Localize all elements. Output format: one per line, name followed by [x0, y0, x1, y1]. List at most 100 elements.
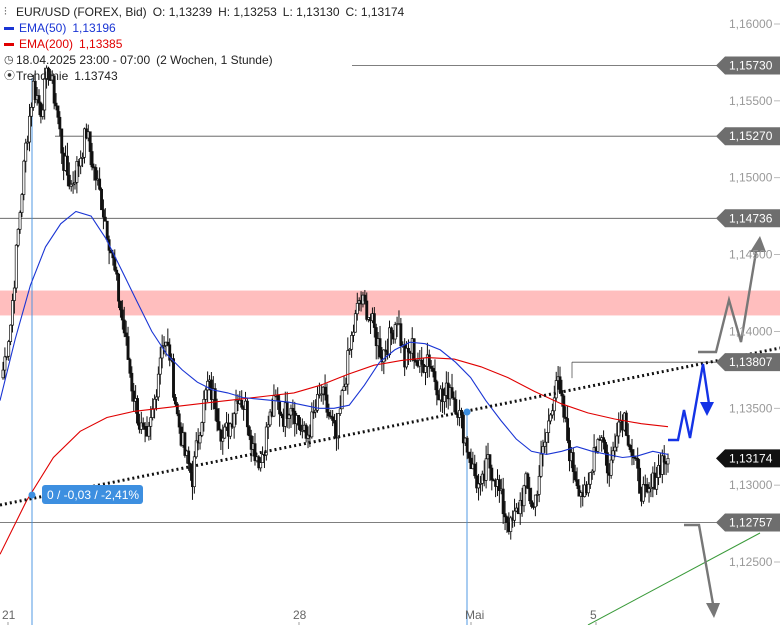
legend-period-row: ◷ 18.04.2025 23:00 - 07:00 (2 Wochen, 1 …: [4, 52, 404, 68]
candle-up: [221, 437, 225, 442]
candle-up: [424, 366, 427, 373]
period-span: (2 Wochen, 1 Stunde): [156, 53, 273, 67]
candle-down: [374, 327, 378, 347]
chart-legend: ⫶ EUR/USD (FOREX, Bid) O: 1,13239 H: 1,1…: [4, 4, 404, 84]
candle-down: [88, 131, 92, 152]
candle-down: [105, 220, 109, 241]
candle-down: [297, 415, 301, 426]
candlestick-series: [1, 65, 670, 540]
candle-down: [47, 67, 50, 80]
candle-down: [431, 368, 435, 372]
candle-up: [405, 347, 408, 368]
candle-down: [98, 178, 102, 190]
candle-up: [549, 414, 552, 422]
candle-down: [420, 359, 424, 365]
candle-up: [533, 494, 537, 508]
candle-up: [22, 160, 26, 195]
level-price-label: 1,15270: [729, 129, 773, 143]
candle-up: [336, 413, 340, 439]
candle-up: [81, 156, 85, 159]
candle-up: [156, 373, 160, 398]
candle-down: [602, 437, 606, 443]
measure-point-end[interactable]: [463, 408, 471, 416]
level-price-label-box[interactable]: [716, 56, 780, 75]
ema200-line: [0, 357, 669, 555]
level-price-label: 1,12757: [729, 515, 773, 529]
candle-down: [213, 388, 217, 410]
candle-up: [155, 396, 158, 400]
candle-up: [264, 426, 268, 456]
candle-up: [69, 183, 73, 187]
price-tick-label: 1,13500: [729, 401, 773, 415]
candle-down: [58, 116, 62, 130]
price-tick-label: 1,15500: [729, 94, 773, 108]
candle-up: [592, 447, 596, 472]
candle-down: [37, 95, 41, 104]
price-tick-label: 1,12500: [729, 555, 773, 569]
candle-down: [175, 403, 179, 415]
projection-gray-down-path: [684, 523, 715, 605]
candle-down: [247, 426, 251, 437]
candle-up: [647, 488, 651, 493]
candle-up: [543, 441, 547, 447]
candle-down: [575, 479, 579, 487]
candle-down: [560, 390, 564, 397]
level-price-label: 1,14736: [729, 211, 773, 225]
candle-down: [285, 402, 289, 419]
ema50-value: 1,13196: [72, 21, 116, 35]
current-price-label-box[interactable]: [716, 449, 780, 468]
price-tick-label: 1,16000: [729, 17, 773, 31]
candle-down: [365, 300, 369, 320]
candle-down: [132, 390, 136, 402]
candle-down: [183, 432, 187, 456]
candle-down: [327, 411, 331, 417]
candle-up: [79, 157, 83, 167]
support-trendline-green: [587, 532, 761, 625]
candle-up: [202, 399, 206, 423]
candle-down: [333, 420, 337, 424]
candle-down: [604, 441, 607, 454]
legend-trend-row: ⦿ Trendlinie 1.13743: [4, 68, 404, 84]
candle-down: [130, 372, 134, 392]
candle-down: [624, 412, 628, 436]
candle-down: [52, 75, 56, 104]
level-price-label-box[interactable]: [716, 209, 780, 228]
candle-up: [18, 212, 22, 230]
candle-up: [300, 430, 304, 432]
level-price-label-box[interactable]: [716, 353, 780, 372]
candle-up: [149, 417, 153, 427]
open-value: O: 1,13239: [152, 5, 213, 19]
price-tick-label: 1,15000: [729, 171, 773, 185]
candle-down: [120, 309, 124, 321]
candle-up: [29, 107, 33, 117]
level-price-label-box[interactable]: [716, 513, 780, 532]
candle-up: [355, 302, 359, 315]
candle-up: [272, 395, 276, 417]
candle-down: [454, 399, 458, 415]
candle-up: [268, 411, 272, 426]
candle-down: [626, 435, 630, 446]
candle-up: [545, 432, 549, 443]
candle-down: [427, 354, 431, 367]
measure-point-start[interactable]: [28, 491, 36, 499]
candle-down: [384, 349, 388, 352]
candle-down: [564, 416, 568, 419]
candle-down: [128, 359, 132, 374]
candle-up: [539, 453, 543, 477]
ema200-label: EMA(200): [19, 37, 74, 51]
candle-down: [568, 440, 571, 462]
candle-up: [617, 421, 621, 437]
candle-down: [100, 188, 103, 211]
candle-down: [304, 424, 308, 439]
candle-up: [232, 413, 236, 428]
level-price-label: 1,15730: [729, 59, 773, 73]
time-tick-label: Mai: [465, 608, 484, 622]
candle-up: [338, 408, 342, 414]
ema50-label: EMA(50): [19, 21, 67, 35]
candle-down: [143, 426, 147, 430]
target-icon: ⦿: [4, 70, 15, 82]
candle-down: [412, 338, 416, 361]
level-price-label-box[interactable]: [716, 127, 780, 146]
low-value: L: 1,13130: [282, 5, 340, 19]
